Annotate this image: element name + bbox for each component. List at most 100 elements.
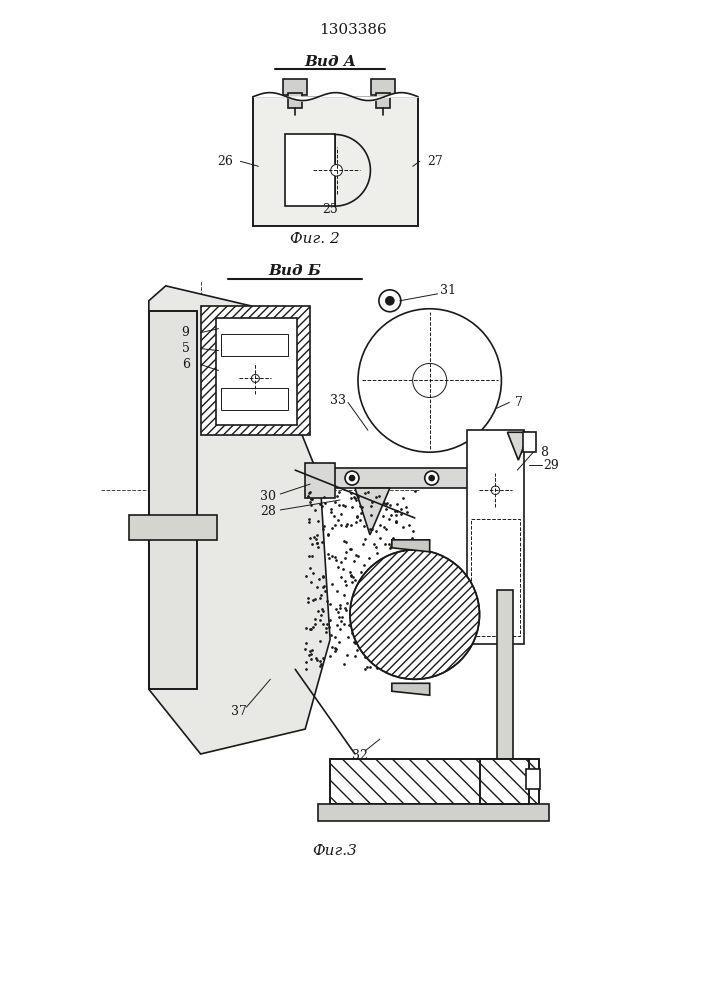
Point bbox=[339, 550, 351, 566]
Point bbox=[402, 504, 413, 520]
Point bbox=[337, 561, 349, 577]
Point bbox=[306, 642, 317, 658]
Point bbox=[307, 536, 318, 552]
Point bbox=[363, 550, 375, 566]
Point bbox=[341, 602, 352, 618]
Point bbox=[334, 634, 345, 650]
Point bbox=[399, 577, 411, 593]
Point bbox=[320, 624, 332, 640]
Point bbox=[336, 554, 347, 570]
Point bbox=[334, 600, 346, 616]
Point bbox=[354, 572, 366, 588]
Text: 8: 8 bbox=[540, 446, 548, 459]
Point bbox=[397, 648, 409, 664]
Polygon shape bbox=[392, 683, 430, 695]
Point bbox=[405, 545, 416, 561]
Point bbox=[397, 490, 409, 506]
Circle shape bbox=[413, 363, 447, 398]
Point bbox=[399, 536, 411, 552]
Point bbox=[385, 507, 397, 523]
Point bbox=[322, 546, 333, 562]
Point bbox=[403, 592, 414, 608]
Bar bbox=[330, 759, 539, 804]
Point bbox=[349, 648, 361, 664]
Text: 6: 6 bbox=[182, 358, 189, 371]
Point bbox=[391, 605, 402, 621]
Point bbox=[323, 526, 334, 542]
Point bbox=[353, 628, 364, 644]
Point bbox=[303, 590, 314, 606]
Point bbox=[317, 569, 329, 585]
Bar bbox=[318, 804, 549, 821]
Point bbox=[310, 616, 321, 632]
Point bbox=[314, 590, 325, 606]
Point bbox=[341, 647, 353, 663]
Point bbox=[340, 577, 351, 593]
Point bbox=[368, 638, 380, 654]
Point bbox=[379, 519, 390, 535]
Point bbox=[389, 503, 400, 519]
Point bbox=[382, 632, 393, 648]
Point bbox=[407, 530, 418, 546]
Point bbox=[373, 613, 384, 629]
Point bbox=[327, 639, 338, 655]
Point bbox=[388, 557, 399, 573]
Point bbox=[395, 558, 407, 574]
Point bbox=[365, 593, 376, 609]
Point bbox=[395, 506, 407, 522]
Point bbox=[405, 574, 416, 590]
Point bbox=[316, 534, 327, 550]
Bar bbox=[148, 311, 197, 689]
Point bbox=[385, 637, 396, 653]
Point bbox=[303, 647, 315, 663]
Point bbox=[352, 487, 363, 503]
Point bbox=[354, 512, 366, 528]
Text: 28: 28 bbox=[260, 505, 276, 518]
Point bbox=[324, 648, 335, 664]
Point bbox=[407, 644, 418, 660]
Bar bbox=[479, 759, 530, 804]
Point bbox=[401, 597, 412, 613]
Circle shape bbox=[349, 476, 354, 481]
Point bbox=[373, 488, 385, 504]
Point bbox=[403, 639, 414, 655]
Circle shape bbox=[379, 290, 401, 312]
Point bbox=[332, 617, 343, 633]
Point bbox=[354, 498, 366, 514]
Point bbox=[392, 545, 403, 561]
Text: 29: 29 bbox=[544, 459, 559, 472]
Circle shape bbox=[425, 471, 438, 485]
Point bbox=[330, 552, 341, 568]
Point bbox=[396, 501, 407, 517]
Point bbox=[311, 579, 322, 595]
Point bbox=[365, 659, 376, 675]
Point bbox=[354, 611, 365, 627]
Point bbox=[334, 497, 345, 513]
Point bbox=[357, 499, 368, 515]
Point bbox=[402, 565, 413, 581]
Point bbox=[384, 511, 395, 527]
Point bbox=[334, 621, 346, 637]
Point bbox=[331, 601, 342, 617]
Point bbox=[329, 640, 341, 656]
Text: Вид Б: Вид Б bbox=[269, 264, 322, 278]
Point bbox=[340, 544, 351, 560]
Point bbox=[341, 595, 352, 611]
Point bbox=[315, 633, 326, 649]
Text: 25: 25 bbox=[322, 203, 338, 216]
Point bbox=[390, 591, 401, 607]
Point bbox=[358, 536, 369, 552]
Text: 7: 7 bbox=[515, 396, 523, 409]
Point bbox=[383, 572, 395, 588]
Point bbox=[325, 596, 336, 612]
Point bbox=[357, 581, 368, 597]
Point bbox=[395, 536, 406, 552]
Point bbox=[372, 591, 383, 607]
Point bbox=[402, 593, 414, 609]
Point bbox=[370, 523, 382, 539]
Point bbox=[385, 586, 396, 602]
Point bbox=[366, 494, 378, 510]
Point bbox=[349, 572, 361, 588]
Point bbox=[381, 609, 392, 625]
Circle shape bbox=[491, 486, 500, 494]
